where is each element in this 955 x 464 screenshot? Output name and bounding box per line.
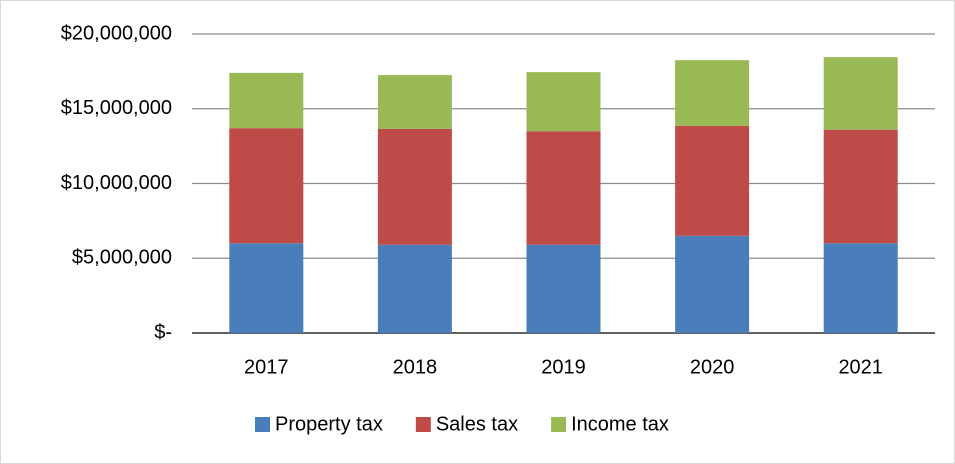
bar-segment xyxy=(675,60,750,126)
bar-segment xyxy=(377,128,452,245)
x-tick-label: 2018 xyxy=(393,356,438,378)
bar-segment xyxy=(823,129,898,244)
bar-segment xyxy=(675,235,750,333)
x-tick-label: 2021 xyxy=(838,356,883,378)
y-tick-label: $20,000,000 xyxy=(61,22,172,44)
y-tick-label: $15,000,000 xyxy=(61,97,172,119)
legend-label: Income tax xyxy=(571,413,669,435)
y-tick-label: $5,000,000 xyxy=(72,247,172,269)
legend-swatch xyxy=(415,417,431,432)
legend-label: Sales tax xyxy=(436,413,518,435)
legend-swatch xyxy=(551,417,567,432)
bar-segment xyxy=(229,128,304,244)
x-tick-label: 2017 xyxy=(244,356,289,378)
y-tick-label: $- xyxy=(154,321,172,343)
bar-segment xyxy=(377,75,452,129)
bar-segment xyxy=(526,72,601,132)
bar-segment xyxy=(526,131,601,245)
bar-segment xyxy=(229,72,304,129)
legend-swatch xyxy=(255,417,270,432)
bar-segment xyxy=(377,244,452,333)
x-tick-label: 2019 xyxy=(541,356,586,378)
bar-segment xyxy=(823,57,898,130)
y-tick-label: $10,000,000 xyxy=(61,172,172,194)
bar-segment xyxy=(823,243,898,333)
legend-label: Property tax xyxy=(275,413,383,435)
x-tick-label: 2020 xyxy=(690,356,735,378)
bar-segment xyxy=(675,125,750,236)
bar-segment xyxy=(526,244,601,333)
bar-segment xyxy=(229,243,304,333)
